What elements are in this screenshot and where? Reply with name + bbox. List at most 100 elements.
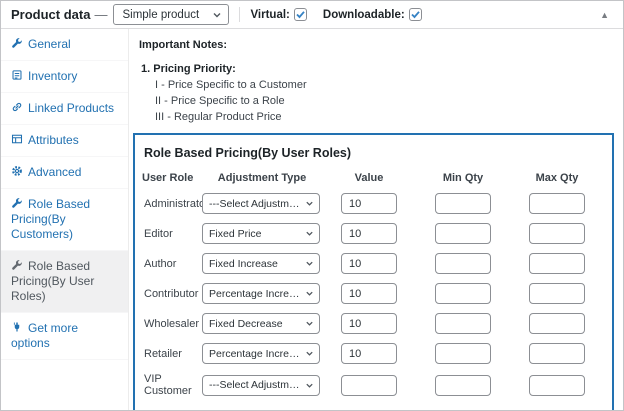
gear-icon: [11, 165, 23, 177]
chevron-down-icon: [305, 349, 314, 358]
pricing-priority: 1. Pricing Priority: I - Price Specific …: [141, 63, 614, 123]
sidebar-item-general[interactable]: General: [1, 29, 128, 61]
sidebar-item-label: Role Based Pricing(By User Roles): [11, 259, 95, 303]
link-icon: [11, 101, 23, 113]
wrench-icon: [11, 37, 23, 49]
adjustment-type-select[interactable]: Percentage Increase: [202, 343, 320, 364]
header-divider: [239, 7, 241, 22]
sidebar-item-label: Get more options: [11, 321, 79, 350]
sidebar-item-linked-products[interactable]: Linked Products: [1, 93, 128, 125]
adjustment-type-select[interactable]: ---Select Adjustment Type---: [202, 193, 320, 214]
chevron-down-icon: [305, 259, 314, 268]
role-label: Administrator: [144, 197, 209, 210]
product-data-body: General Inventory Linked Products Attrib…: [1, 29, 623, 410]
min-qty-input[interactable]: [435, 343, 491, 364]
downloadable-group: Downloadable:: [323, 8, 422, 21]
adjustment-type-select[interactable]: ---Select Adjustment Type---: [202, 374, 320, 396]
sidebar-item-get-more-options[interactable]: Get more options: [1, 313, 128, 360]
max-qty-input[interactable]: [529, 343, 585, 364]
chevron-down-icon: [305, 319, 314, 328]
sidebar-item-label: Role Based Pricing(By Customers): [11, 197, 91, 241]
value-input[interactable]: [341, 223, 397, 244]
sidebar-item-label: Attributes: [28, 133, 79, 147]
sidebar-item-label: Advanced: [28, 165, 82, 179]
max-qty-input[interactable]: [529, 223, 585, 244]
plugin-icon: [11, 321, 23, 333]
value-input[interactable]: [341, 253, 397, 274]
adjustment-type-select[interactable]: Fixed Price: [202, 223, 320, 244]
sidebar-item-role-based-pricing-customers[interactable]: Role Based Pricing(By Customers): [1, 189, 128, 251]
adjustment-type-select[interactable]: Fixed Increase: [202, 253, 320, 274]
adjustment-type-value: Fixed Decrease: [209, 317, 283, 330]
role-label: Editor: [144, 227, 173, 240]
adjustment-type-select[interactable]: Fixed Decrease: [202, 313, 320, 334]
tab-panel-role-based-pricing-user-roles: Important Notes: 1. Pricing Priority: I …: [129, 29, 623, 410]
max-qty-input[interactable]: [529, 193, 585, 214]
product-type-value: Simple product: [122, 8, 200, 21]
sidebar-item-label: General: [28, 37, 71, 51]
product-data-tabs: General Inventory Linked Products Attrib…: [1, 29, 129, 410]
chevron-down-icon: [305, 199, 314, 208]
column-header-value: Value: [354, 172, 384, 184]
sidebar-item-advanced[interactable]: Advanced: [1, 157, 128, 189]
column-header-max-qty: Max Qty: [535, 172, 579, 184]
value-input[interactable]: [341, 193, 397, 214]
priority-list-marker: 1.: [141, 63, 151, 75]
priority-items: I - Price Specific to a Customer II - Pr…: [155, 79, 614, 123]
value-input[interactable]: [341, 313, 397, 334]
adjustment-type-value: Percentage Increase: [209, 347, 302, 360]
min-qty-input[interactable]: [435, 283, 491, 304]
virtual-label: Virtual:: [250, 8, 290, 21]
adjustment-type-value: ---Select Adjustment Type---: [209, 379, 302, 391]
role-label: VIP Customer: [144, 373, 192, 397]
chevron-down-icon: [305, 229, 314, 238]
pricing-table: User Role Adjustment Type Value Min Qty …: [142, 172, 604, 397]
role-label: Author: [144, 257, 177, 270]
adjustment-type-value: Fixed Price: [209, 227, 262, 240]
sidebar-item-label: Linked Products: [28, 101, 115, 115]
product-type-select[interactable]: Simple product: [113, 4, 230, 25]
min-qty-input[interactable]: [435, 223, 491, 244]
adjustment-type-select[interactable]: Percentage Increase: [202, 283, 320, 304]
notes-heading: Important Notes:: [139, 39, 227, 51]
adjustment-type-value: Fixed Increase: [209, 257, 278, 270]
max-qty-input[interactable]: [529, 313, 585, 334]
max-qty-input[interactable]: [529, 283, 585, 304]
collapse-toggle-button[interactable]: ▲: [596, 8, 613, 22]
column-header-user-role: User Role: [142, 172, 194, 184]
adjustment-type-value: Percentage Increase: [209, 287, 302, 300]
chevron-down-icon: [212, 10, 222, 20]
check-icon: [295, 9, 306, 20]
attributes-icon: [11, 133, 23, 145]
priority-heading: Pricing Priority:: [153, 63, 236, 75]
min-qty-input[interactable]: [435, 193, 491, 214]
role-label: Wholesaler: [144, 317, 200, 330]
sidebar-item-role-based-pricing-user-roles[interactable]: Role Based Pricing(By User Roles): [1, 251, 128, 313]
min-qty-input[interactable]: [435, 374, 491, 396]
priority-item: II - Price Specific to a Role: [155, 95, 285, 107]
page-title: Product data: [11, 7, 91, 22]
min-qty-input[interactable]: [435, 313, 491, 334]
role-label: Retailer: [144, 347, 182, 360]
max-qty-input[interactable]: [529, 374, 585, 396]
min-qty-input[interactable]: [435, 253, 491, 274]
wrench-icon: [11, 259, 23, 271]
sidebar-item-attributes[interactable]: Attributes: [1, 125, 128, 157]
downloadable-checkbox[interactable]: [408, 8, 422, 21]
virtual-checkbox[interactable]: [293, 8, 307, 21]
wrench-icon: [11, 197, 23, 209]
priority-item: I - Price Specific to a Customer: [155, 79, 307, 91]
role-based-pricing-panel: Role Based Pricing(By User Roles) User R…: [133, 133, 614, 410]
value-input[interactable]: [341, 343, 397, 364]
check-icon: [410, 9, 421, 20]
value-input[interactable]: [341, 283, 397, 304]
chevron-down-icon: [305, 381, 314, 390]
column-header-adjustment-type: Adjustment Type: [217, 172, 307, 184]
downloadable-label: Downloadable:: [322, 8, 405, 21]
max-qty-input[interactable]: [529, 253, 585, 274]
value-input[interactable]: [341, 374, 397, 396]
role-label: Contributor: [144, 287, 199, 300]
sidebar-item-inventory[interactable]: Inventory: [1, 61, 128, 93]
adjustment-type-value: ---Select Adjustment Type---: [209, 197, 302, 210]
